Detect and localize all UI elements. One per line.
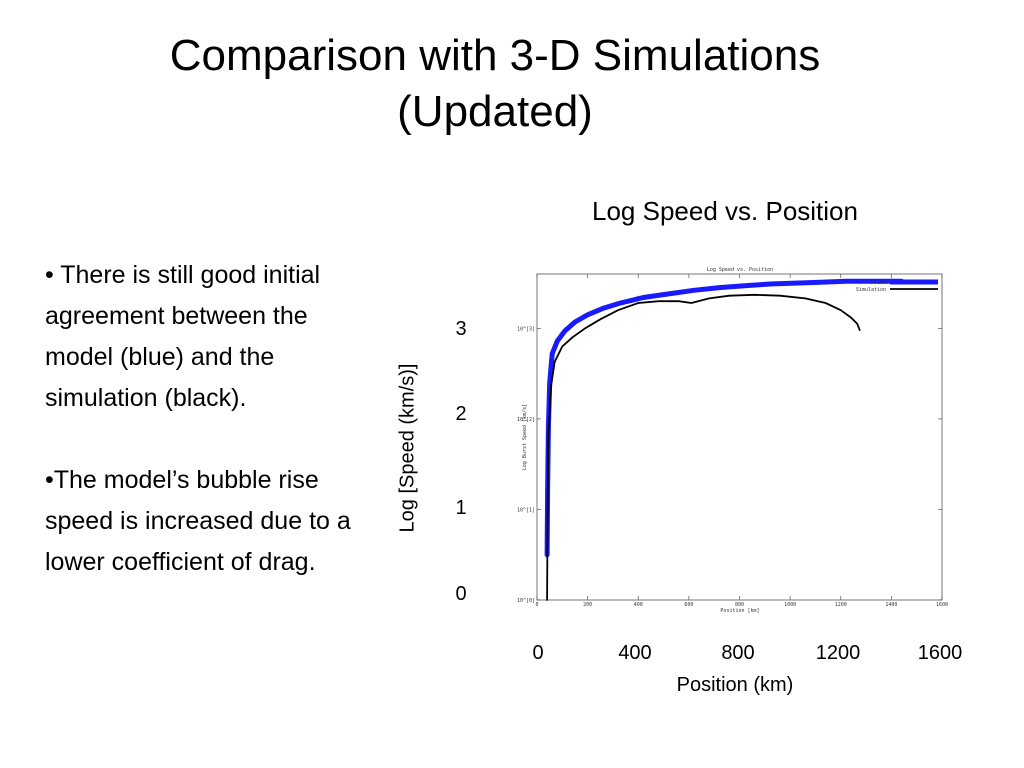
slide-title: Comparison with 3-D Simulations (Updated… <box>60 28 930 140</box>
y-tick-label-0: 10^[0] <box>517 598 535 604</box>
x-tick-label-200: 200 <box>583 602 592 608</box>
x-tick-label-1000: 1000 <box>784 602 796 608</box>
y-ticks: 10^[0] 10^[1] 10^[2] 10^[3] <box>517 326 942 604</box>
x-ticks: 0 200 400 600 800 1000 1200 1400 1600 <box>535 274 948 608</box>
y-tick-label-2: 10^[2] <box>517 417 535 423</box>
outer-x-tick-400: 400 <box>618 642 652 664</box>
outer-x-tick-1600: 1600 <box>917 642 963 664</box>
outer-x-axis-label: Position (km) <box>676 674 794 696</box>
bullet-1: • There is still good initial agreement … <box>45 261 321 412</box>
outer-x-tick-0: 0 <box>532 642 544 664</box>
legend-label-simulation: Simulation <box>856 287 886 293</box>
outer-y-tick-0: 0 <box>455 583 467 605</box>
inner-x-axis-label: Position [km] <box>720 608 759 614</box>
bullet-2: •The model’s bubble rise speed is increa… <box>45 466 351 576</box>
title-line-2: (Updated) <box>397 87 593 136</box>
line-chart: Log Speed vs. Position 0 200 400 600 800 1000… <box>500 262 952 622</box>
x-tick-label-1200: 1200 <box>835 602 847 608</box>
x-tick-label-800: 800 <box>735 602 744 608</box>
bullet-list: • There is still good initial agreement … <box>45 255 375 583</box>
y-tick-label-1: 10^[1] <box>517 507 535 513</box>
x-tick-label-1600: 1600 <box>936 602 948 608</box>
x-tick-label-0: 0 <box>535 602 538 608</box>
outer-y-axis-label: Log [Speed (km/s)] <box>396 363 419 533</box>
inner-y-axis-label: Log Burst Speed [km/s] <box>522 404 528 470</box>
chart-background <box>500 262 952 622</box>
x-tick-label-600: 600 <box>684 602 693 608</box>
legend: Model Simulation <box>856 279 938 293</box>
outer-x-tick-1200: 1200 <box>815 642 861 664</box>
x-tick-label-1400: 1400 <box>885 602 897 608</box>
chart-heading: Log Speed vs. Position <box>592 196 858 226</box>
outer-y-tick-2: 2 <box>455 403 467 425</box>
outer-y-tick-3: 3 <box>455 318 467 340</box>
outer-y-tick-1: 1 <box>455 497 467 519</box>
series-group <box>544 278 904 601</box>
series-line-model <box>544 278 904 558</box>
outer-x-tick-800: 800 <box>721 642 755 664</box>
legend-label-model: Model <box>871 280 886 286</box>
x-tick-label-400: 400 <box>634 602 643 608</box>
title-line-1: Comparison with 3-D Simulations <box>169 31 821 80</box>
inner-chart-title: Log Speed vs. Position <box>707 267 773 273</box>
series-line-simulation <box>546 293 861 601</box>
y-tick-label-3: 10^[3] <box>517 326 535 332</box>
